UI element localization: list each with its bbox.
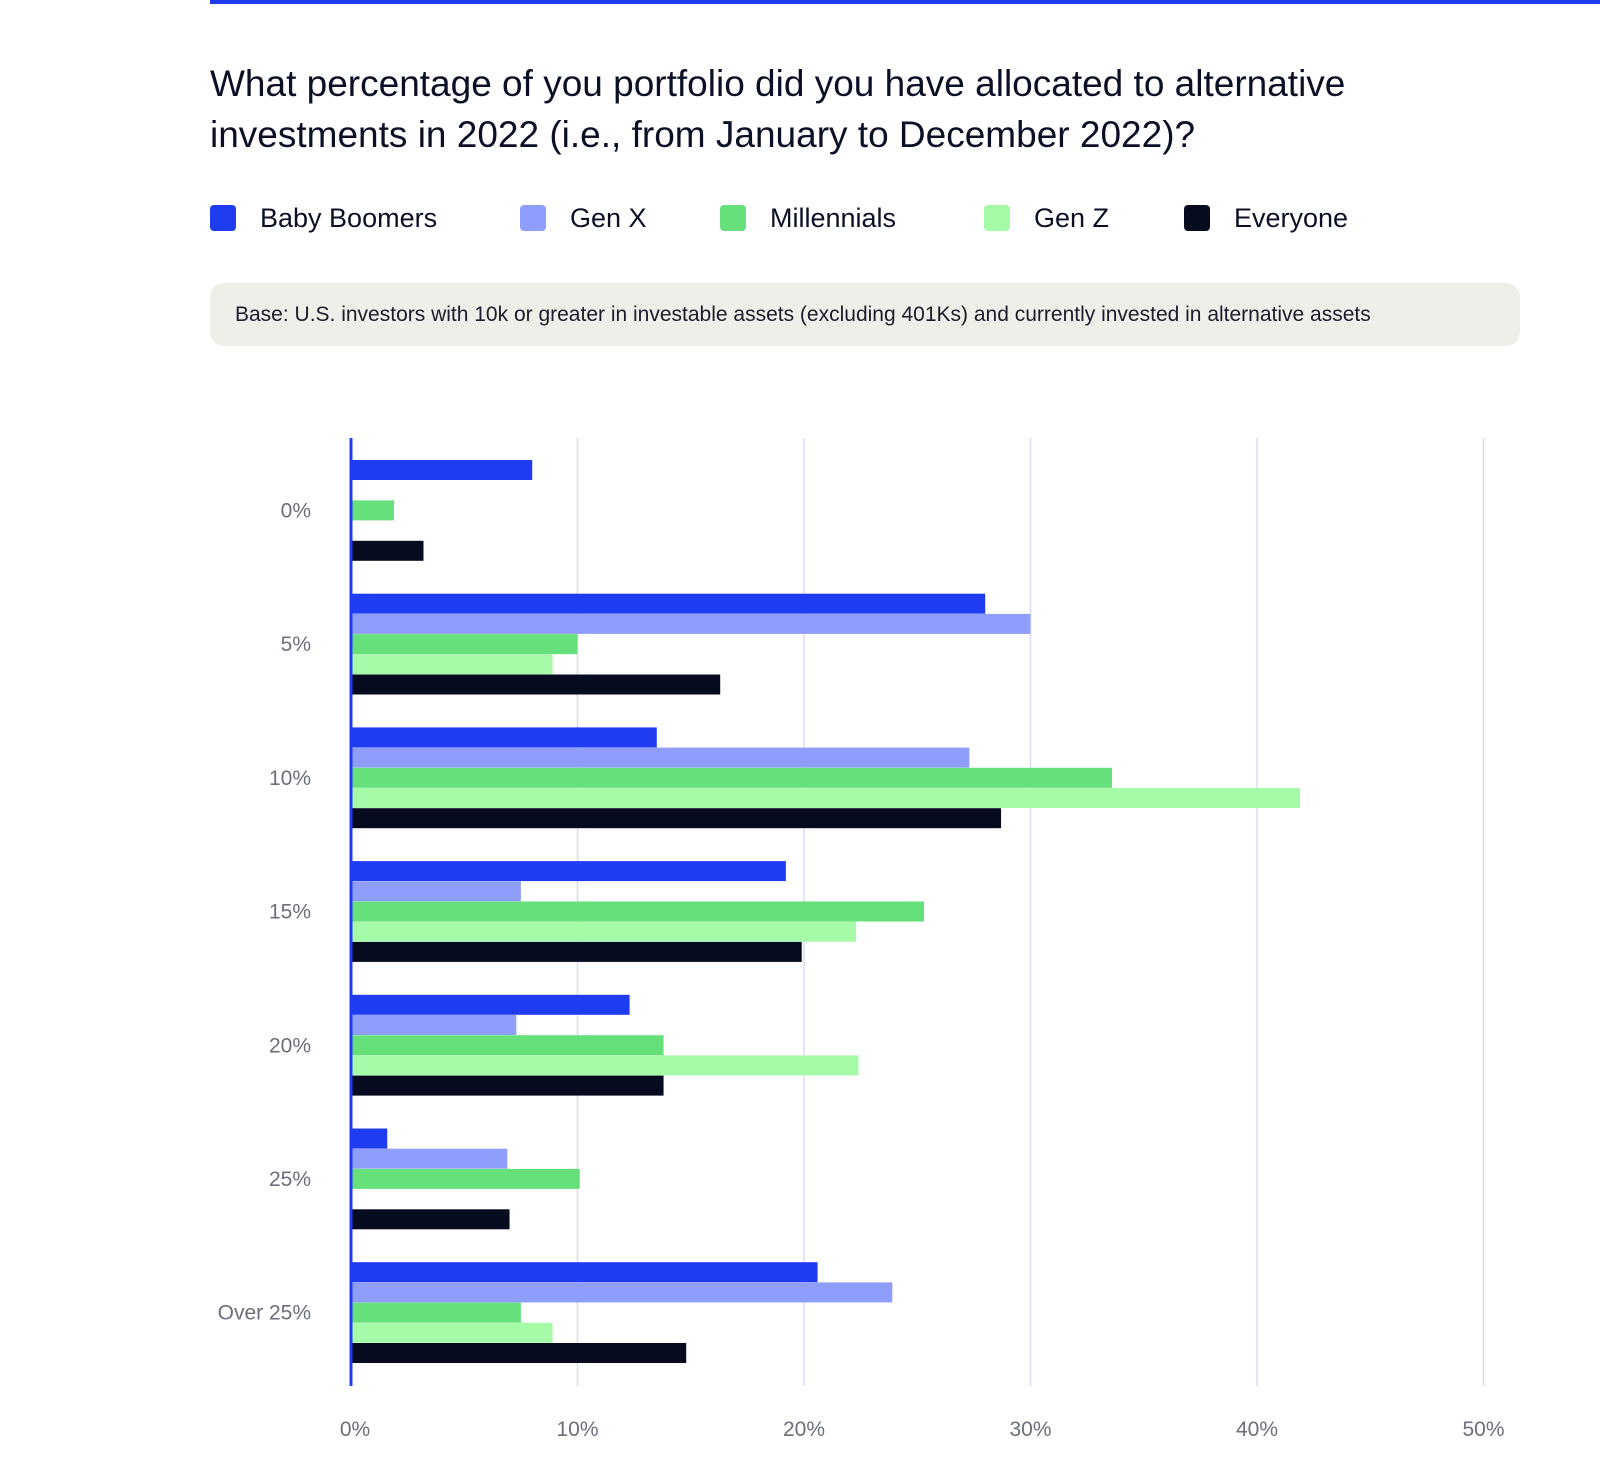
legend-item-everyone: Everyone: [1184, 196, 1348, 240]
bar-gen-x-over-25pct: [351, 1282, 893, 1303]
legend-swatch-gen-x: [520, 205, 546, 231]
bar-everyone-5pct: [351, 674, 721, 695]
base-note: Base: U.S. investors with 10k or greater…: [210, 283, 1520, 346]
bar-baby-boomers-10pct: [351, 727, 657, 748]
y-tick-label-5pct: 5%: [281, 633, 311, 656]
bar-millennials-25pct: [351, 1168, 580, 1189]
legend-item-baby-boomers: Baby Boomers: [210, 196, 437, 240]
legend-swatch-everyone: [1184, 205, 1210, 231]
bar-gen-z-10pct: [351, 788, 1301, 808]
y-tick-label-15pct: 15%: [269, 901, 311, 924]
bar-baby-boomers-over-25pct: [351, 1262, 818, 1283]
bars: [351, 460, 1301, 1363]
legend-item-gen-x: Gen X: [520, 196, 647, 240]
bar-millennials-over-25pct: [351, 1302, 521, 1323]
legend-swatch-millennials: [720, 205, 746, 231]
top-accent-rule: [210, 0, 1600, 4]
legend-swatch-baby-boomers: [210, 205, 236, 231]
x-tick-label-20pct: 20%: [783, 1418, 825, 1441]
legend-label-gen-z: Gen Z: [1034, 202, 1110, 233]
bar-everyone-20pct: [351, 1075, 664, 1096]
legend-label-gen-x: Gen X: [570, 202, 647, 233]
bar-everyone-0pct: [351, 540, 424, 561]
bar-gen-x-15pct: [351, 881, 521, 902]
bar-everyone-10pct: [351, 808, 1002, 829]
bar-gen-x-5pct: [351, 613, 1031, 634]
bar-gen-z-over-25pct: [351, 1322, 553, 1343]
bar-everyone-15pct: [351, 941, 802, 962]
bar-gen-z-5pct: [351, 654, 553, 675]
y-tick-label-20pct: 20%: [269, 1034, 311, 1057]
bar-baby-boomers-25pct: [351, 1128, 388, 1149]
bar-gen-z-15pct: [351, 921, 857, 942]
axes: 0% 10% 20% 30% 40% 50% 0% 5% 10% 15% 20% 25% Over 25…: [218, 438, 1505, 1441]
bar-millennials-5pct: [351, 634, 578, 655]
bar-gen-x-10pct: [351, 747, 970, 768]
legend-label-baby-boomers: Baby Boomers: [260, 202, 438, 233]
x-tick-label-40pct: 40%: [1236, 1418, 1278, 1441]
bar-millennials-10pct: [351, 767, 1113, 788]
y-tick-label-over-25pct: Over 25%: [218, 1302, 311, 1325]
bar-baby-boomers-15pct: [351, 861, 786, 882]
legend-label-millennials: Millennials: [770, 202, 897, 233]
legend-swatch-gen-z: [984, 205, 1010, 231]
y-tick-label-25pct: 25%: [269, 1168, 311, 1191]
bar-everyone-25pct: [351, 1209, 510, 1230]
bar-millennials-0pct: [351, 500, 395, 521]
bar-baby-boomers-5pct: [351, 593, 986, 614]
x-tick-label-0pct: 0%: [340, 1418, 370, 1441]
y-tick-label-10pct: 10%: [269, 767, 311, 790]
bar-baby-boomers-0pct: [351, 460, 533, 480]
legend-item-millennials: Millennials: [720, 196, 896, 240]
legend-label-everyone: Everyone: [1234, 202, 1349, 233]
y-tick-label-0pct: 0%: [281, 500, 311, 523]
legend-item-gen-z: Gen Z: [984, 196, 1109, 240]
bar-everyone-over-25pct: [351, 1343, 687, 1363]
bar-gen-z-20pct: [351, 1055, 859, 1076]
x-tick-label-30pct: 30%: [1009, 1418, 1051, 1441]
x-tick-label-10pct: 10%: [556, 1418, 598, 1441]
bar-gen-x-20pct: [351, 1015, 517, 1035]
bar-baby-boomers-20pct: [351, 994, 630, 1015]
bar-millennials-20pct: [351, 1035, 664, 1056]
chart-title: What percentage of you portfolio did you…: [210, 63, 1346, 155]
x-tick-label-50pct: 50%: [1462, 1418, 1504, 1441]
bar-gen-x-25pct: [351, 1148, 508, 1169]
bar-millennials-15pct: [351, 901, 925, 922]
